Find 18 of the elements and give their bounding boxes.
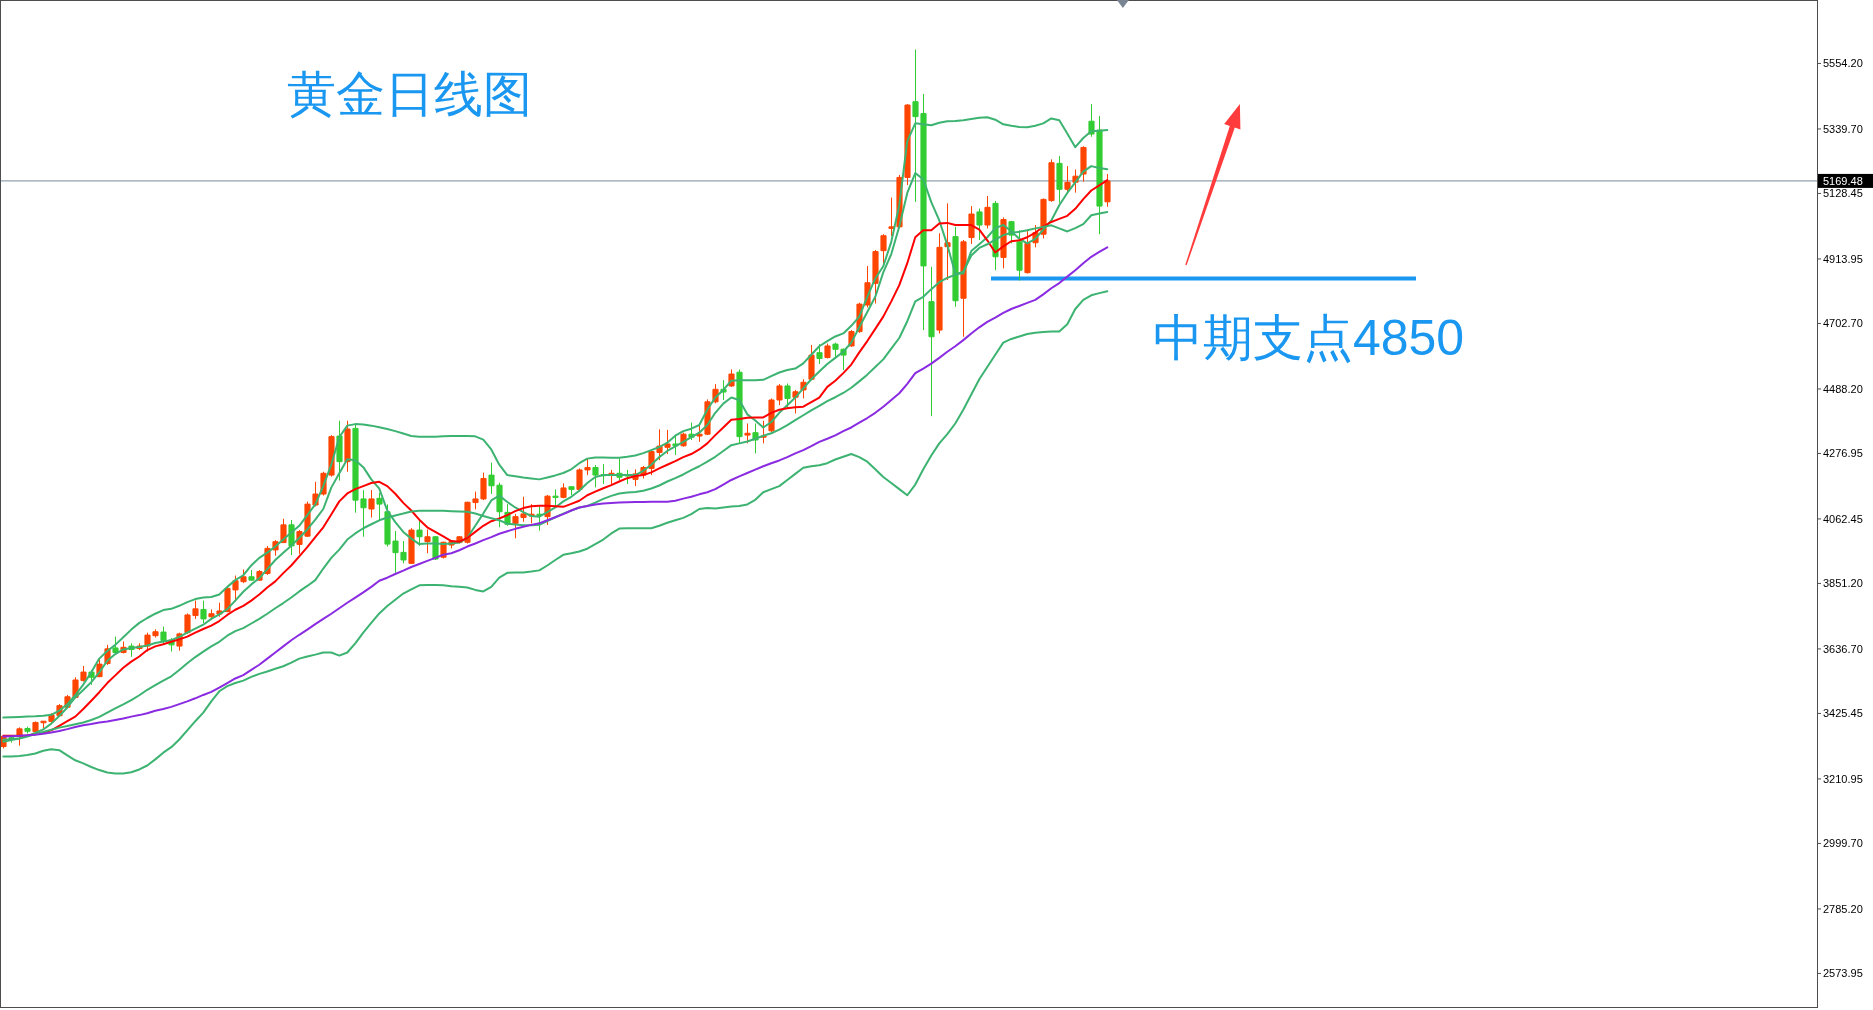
y-tick-label: 3851.20 bbox=[1823, 577, 1863, 590]
y-tick-label: 4488.20 bbox=[1823, 382, 1863, 395]
y-tick-label: 3425.45 bbox=[1823, 707, 1863, 720]
y-tick-label: 5339.70 bbox=[1823, 122, 1863, 135]
title: 黄金日线图 bbox=[287, 67, 532, 121]
y-tick-label: 2573.95 bbox=[1823, 967, 1863, 980]
y-tick-label: 2999.70 bbox=[1823, 837, 1863, 850]
y-tick-label: 5128.45 bbox=[1823, 187, 1863, 200]
y-tick-label: 4276.95 bbox=[1823, 447, 1863, 460]
y-tick-label: 3636.70 bbox=[1823, 642, 1863, 655]
ref-line-label: 5169.48 bbox=[1823, 174, 1863, 187]
y-tick-label: 5554.20 bbox=[1823, 57, 1863, 70]
y-tick-label: 2785.20 bbox=[1823, 902, 1863, 915]
y-tick-label: 4062.45 bbox=[1823, 512, 1863, 525]
y-tick-label: 3210.95 bbox=[1823, 772, 1863, 785]
y-tick-label: 4913.95 bbox=[1823, 252, 1863, 265]
y-tick-label: 4702.70 bbox=[1823, 317, 1863, 330]
ref-line-label: 中期支点4850 bbox=[1152, 310, 1465, 367]
